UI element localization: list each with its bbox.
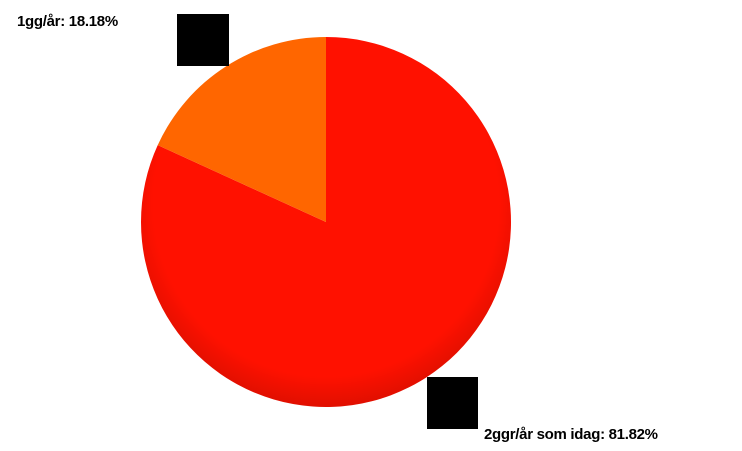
slice-marker-2ggr — [427, 377, 478, 429]
slice-label-2ggr: 2ggr/år som idag: 81.82% — [484, 426, 658, 443]
slice-marker-1gg — [177, 14, 229, 66]
slice-label-1gg: 1gg/år: 18.18% — [17, 13, 118, 30]
